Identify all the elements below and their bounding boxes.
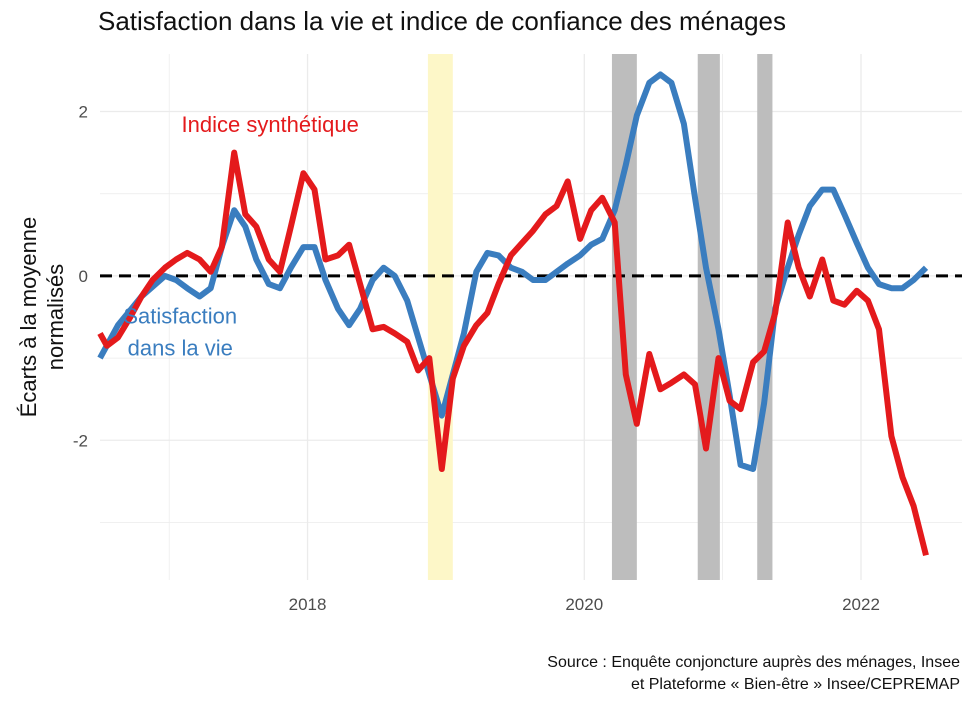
y-tick-label: -2 [73,431,88,450]
label-indice-synthetique-line-0: Indice synthétique [182,112,359,137]
chart-title: Satisfaction dans la vie et indice de co… [98,6,786,36]
x-tick-label: 2022 [842,595,880,614]
series-indice-synthetique [97,149,929,557]
y-axis-title-line-0: Écarts à la moyenne [16,217,41,418]
series-layer [97,71,929,557]
shaded-period-3 [757,54,773,580]
x-tick-label: 2020 [565,595,603,614]
source-caption-line-1: Source : Enquête conjoncture auprès des … [547,654,960,671]
label-satisfaction-line-0: Satisfaction [123,304,237,329]
series-labels: Indice synthétique Satisfaction dans la vi… [123,112,358,360]
y-tick-label: 2 [79,103,88,122]
y-axis-title-line-1: normalisés [43,264,68,370]
y-axis-title: Écarts à la moyennenormalisés [16,217,68,418]
x-tick-label: 2018 [289,595,327,614]
y-tick-label: 0 [79,267,88,286]
source-caption-line-2: et Plateforme « Bien-être » Insee/CEPREM… [630,676,960,693]
axis-labels: 2018 2020 2022 -2 0 2 [73,103,880,614]
shaded-periods [427,54,773,580]
label-satisfaction-line-1: dans la vie [128,336,233,361]
shaded-period-0 [427,54,453,580]
